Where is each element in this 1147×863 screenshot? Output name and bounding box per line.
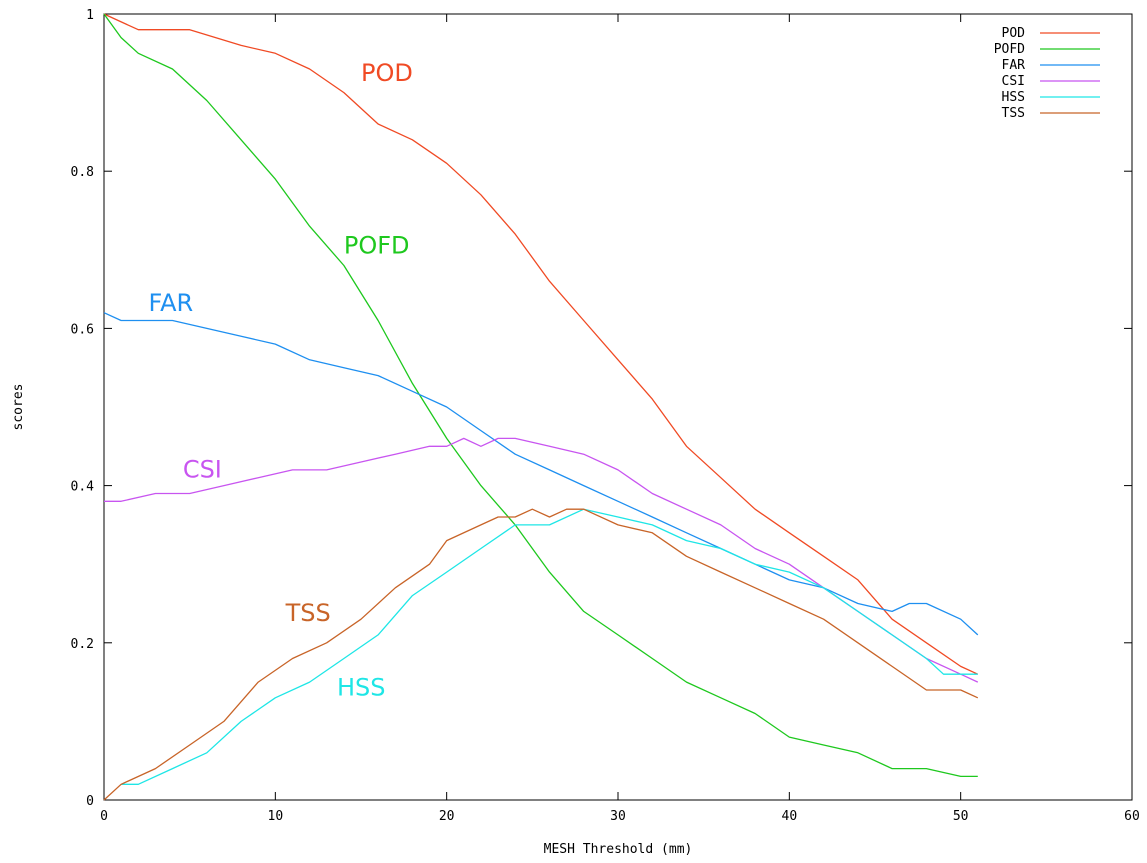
annotation-hss: HSS [337, 673, 386, 701]
x-axis-label: MESH Threshold (mm) [544, 842, 693, 857]
series-lines [103, 13, 979, 801]
annotation-pofd: POFD [344, 232, 410, 260]
series-line-tss [103, 508, 979, 801]
x-tick-label: 20 [439, 809, 455, 824]
annotation-pod: POD [361, 59, 413, 87]
series-line-pofd [103, 13, 978, 778]
annotation-far: FAR [149, 289, 194, 317]
annotation-csi: CSI [183, 456, 222, 484]
legend-label-hss: HSS [1002, 90, 1025, 105]
series-line-pod [103, 13, 979, 675]
y-tick-label: 0.2 [71, 637, 94, 652]
y-tick-label: 0.6 [71, 322, 94, 337]
annotation-tss: TSS [285, 599, 331, 627]
axis-ticks [103, 13, 1133, 801]
x-tick-label: 40 [782, 809, 798, 824]
series-annotations: POD POFD FAR CSI TSS HSS [149, 59, 413, 702]
x-tick-label: 30 [610, 809, 626, 824]
tick-labels: 0 10 20 30 40 50 60 0 0.2 0.4 0.6 0.8 1 [71, 8, 1140, 824]
series-line-hss [121, 508, 978, 785]
legend-label-tss: TSS [1002, 106, 1025, 121]
y-tick-label: 0.4 [71, 480, 95, 495]
x-tick-label: 10 [268, 809, 284, 824]
y-tick-label: 0.8 [71, 165, 94, 180]
legend-label-pod: POD [1002, 26, 1026, 41]
legend-label-csi: CSI [1002, 74, 1025, 89]
y-tick-label: 0 [86, 794, 94, 809]
legend-label-pofd: POFD [994, 42, 1025, 57]
series-line-far [103, 312, 979, 636]
x-tick-label: 50 [953, 809, 969, 824]
y-axis-label: scores [11, 384, 26, 431]
x-tick-label: 0 [100, 809, 108, 824]
y-tick-label: 1 [86, 8, 94, 23]
x-tick-label: 60 [1124, 809, 1140, 824]
legend-label-far: FAR [1002, 58, 1026, 73]
